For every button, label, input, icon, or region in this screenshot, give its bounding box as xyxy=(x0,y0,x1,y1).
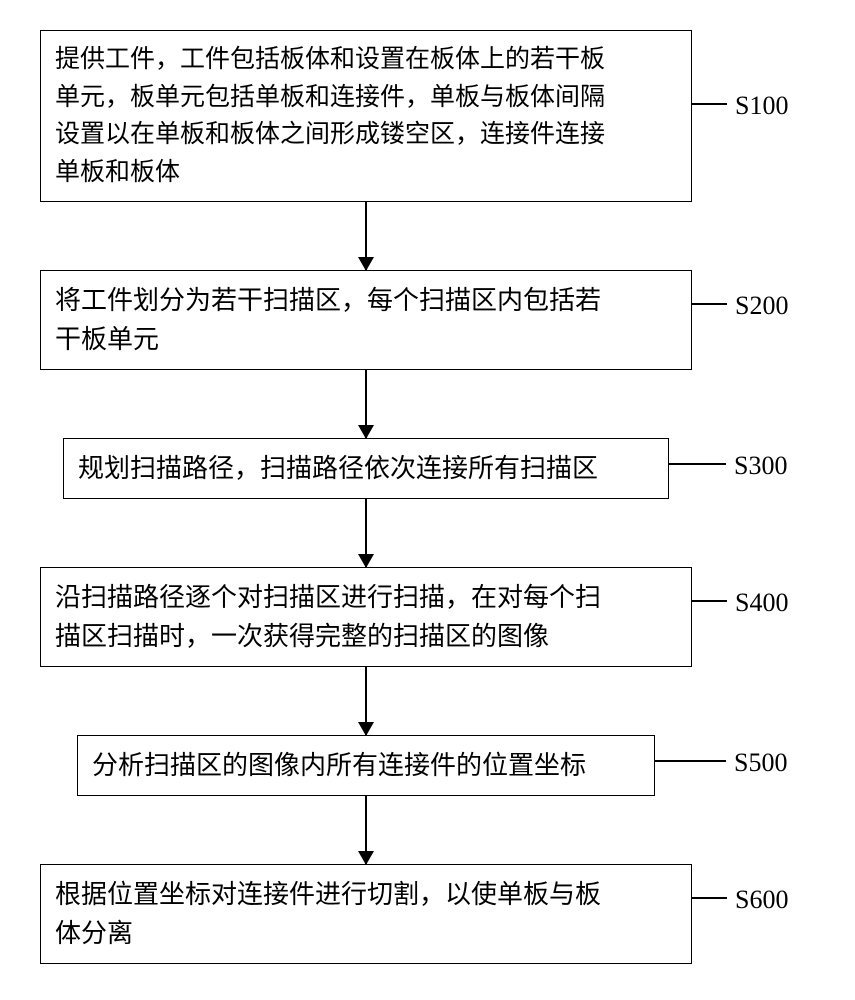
step-box-s600: 根据位置坐标对连接件进行切割，以使单板与板 体分离 S600 xyxy=(40,864,692,964)
step-label: S200 xyxy=(735,291,788,321)
arrow-head xyxy=(358,257,374,271)
step-box-s400: 沿扫描路径逐个对扫描区进行扫描，在对每个扫 描区扫描时，一次获得完整的扫描区的图… xyxy=(40,567,692,667)
arrow-head xyxy=(358,851,374,865)
step-label: S100 xyxy=(735,91,788,121)
step-box-s300: 规划扫描路径，扫描路径依次连接所有扫描区 S300 xyxy=(63,438,669,499)
arrow xyxy=(40,499,692,567)
flowchart-container: 提供工件，工件包括板体和设置在板体上的若干板 单元，板单元包括单板和连接件，单板… xyxy=(40,30,815,964)
step-label: S500 xyxy=(734,748,787,778)
step-box-s500: 分析扫描区的图像内所有连接件的位置坐标 S500 xyxy=(77,735,655,796)
step-text: 提供工件，工件包括板体和设置在板体上的若干板 单元，板单元包括单板和连接件，单板… xyxy=(41,31,619,201)
label-connector xyxy=(691,600,727,602)
arrow xyxy=(40,202,692,270)
step-text: 根据位置坐标对连接件进行切割，以使单板与板 体分离 xyxy=(41,865,615,963)
step-label: S300 xyxy=(734,451,787,481)
label-connector xyxy=(691,303,727,305)
step-text: 将工件划分为若干扫描区，每个扫描区内包括若 干板单元 xyxy=(41,271,615,369)
label-connector xyxy=(654,760,726,762)
step-text: 规划扫描路径，扫描路径依次连接所有扫描区 xyxy=(64,439,612,498)
step-box-s100: 提供工件，工件包括板体和设置在板体上的若干板 单元，板单元包括单板和连接件，单板… xyxy=(40,30,692,202)
step-text: 沿扫描路径逐个对扫描区进行扫描，在对每个扫 描区扫描时，一次获得完整的扫描区的图… xyxy=(41,568,615,666)
step-text: 分析扫描区的图像内所有连接件的位置坐标 xyxy=(78,736,600,795)
arrow xyxy=(40,370,692,438)
label-connector xyxy=(668,463,726,465)
arrow-head xyxy=(358,554,374,568)
step-label: S400 xyxy=(735,588,788,618)
step-label: S600 xyxy=(735,885,788,915)
arrow-head xyxy=(358,722,374,736)
arrow xyxy=(40,796,692,864)
arrow-head xyxy=(358,425,374,439)
arrow xyxy=(40,667,692,735)
label-connector xyxy=(691,897,727,899)
step-box-s200: 将工件划分为若干扫描区，每个扫描区内包括若 干板单元 S200 xyxy=(40,270,692,370)
label-connector xyxy=(691,103,727,105)
